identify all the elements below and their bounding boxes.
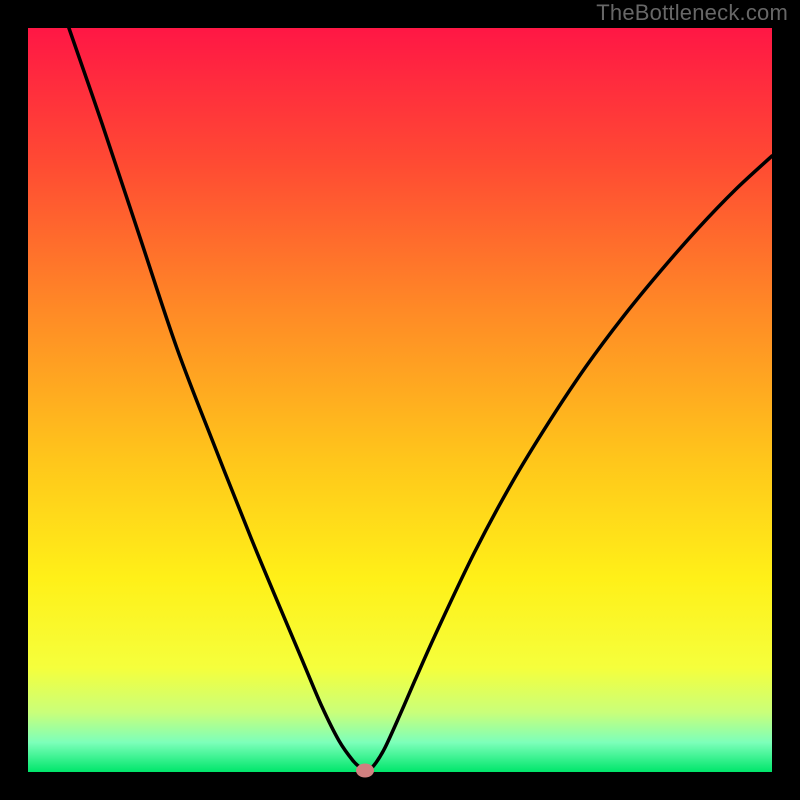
chart-svg [0,0,800,800]
chart-background [28,28,772,772]
chart-container: TheBottleneck.com [0,0,800,800]
optimal-marker [356,764,374,778]
watermark-text: TheBottleneck.com [596,0,788,26]
